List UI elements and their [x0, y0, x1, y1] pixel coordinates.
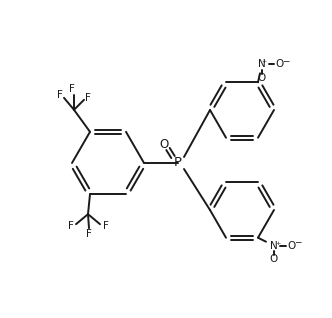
Text: F: F	[69, 84, 75, 94]
Text: F: F	[57, 90, 63, 100]
Text: −: −	[282, 56, 290, 65]
Text: N: N	[270, 241, 278, 251]
Text: +: +	[275, 241, 280, 246]
Text: F: F	[86, 229, 92, 239]
Text: +: +	[261, 59, 266, 64]
Text: O: O	[288, 241, 296, 251]
Text: N: N	[258, 59, 266, 69]
Text: F: F	[68, 221, 74, 231]
Text: F: F	[85, 93, 91, 103]
Text: O: O	[159, 137, 169, 150]
Text: −: −	[294, 237, 302, 246]
Text: O: O	[258, 73, 266, 83]
Text: O: O	[276, 59, 284, 69]
Text: O: O	[270, 254, 278, 264]
Text: P: P	[174, 156, 182, 169]
Text: F: F	[103, 221, 109, 231]
